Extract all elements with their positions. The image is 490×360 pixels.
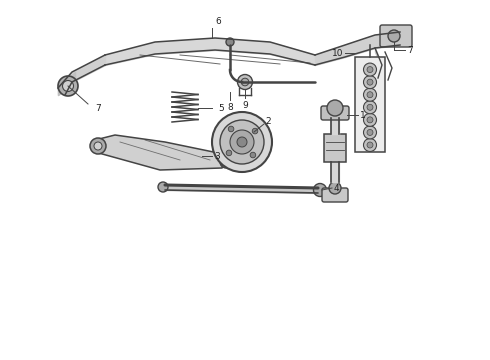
Circle shape	[367, 79, 373, 85]
Circle shape	[252, 128, 258, 134]
Text: 7: 7	[95, 104, 101, 112]
Circle shape	[230, 130, 254, 154]
Text: 2: 2	[265, 117, 270, 126]
Circle shape	[220, 156, 232, 168]
Text: 1: 1	[360, 111, 366, 120]
Circle shape	[367, 117, 373, 123]
Circle shape	[364, 88, 376, 101]
Text: 5: 5	[218, 104, 224, 112]
Text: 9: 9	[242, 101, 248, 110]
Circle shape	[329, 182, 341, 194]
Circle shape	[58, 76, 78, 96]
Circle shape	[212, 112, 272, 172]
Text: 6: 6	[215, 17, 221, 26]
Circle shape	[367, 130, 373, 135]
Circle shape	[367, 92, 373, 98]
Circle shape	[226, 150, 232, 156]
Bar	[355, 57, 385, 152]
Text: 3: 3	[214, 152, 220, 161]
FancyBboxPatch shape	[321, 106, 349, 120]
Circle shape	[364, 101, 376, 114]
FancyBboxPatch shape	[322, 188, 348, 202]
Text: 7: 7	[407, 45, 413, 54]
Circle shape	[226, 38, 234, 46]
Polygon shape	[95, 135, 228, 170]
Circle shape	[364, 126, 376, 139]
Circle shape	[367, 104, 373, 110]
Circle shape	[238, 75, 252, 90]
Circle shape	[90, 138, 106, 154]
Circle shape	[364, 113, 376, 126]
Circle shape	[367, 67, 373, 73]
Circle shape	[94, 142, 102, 150]
Circle shape	[237, 137, 247, 147]
Circle shape	[241, 78, 249, 86]
Text: 8: 8	[227, 103, 233, 112]
Circle shape	[63, 81, 74, 91]
Text: 4: 4	[334, 184, 340, 193]
Circle shape	[158, 182, 168, 192]
Circle shape	[388, 30, 400, 42]
Circle shape	[364, 139, 376, 152]
Bar	[324, 134, 346, 162]
Circle shape	[364, 76, 376, 89]
Text: 10: 10	[332, 49, 343, 58]
Circle shape	[367, 142, 373, 148]
Circle shape	[314, 184, 326, 197]
Circle shape	[220, 120, 264, 164]
Circle shape	[364, 63, 376, 76]
Circle shape	[228, 126, 234, 132]
FancyBboxPatch shape	[380, 25, 412, 47]
Circle shape	[250, 152, 256, 158]
Circle shape	[327, 100, 343, 116]
